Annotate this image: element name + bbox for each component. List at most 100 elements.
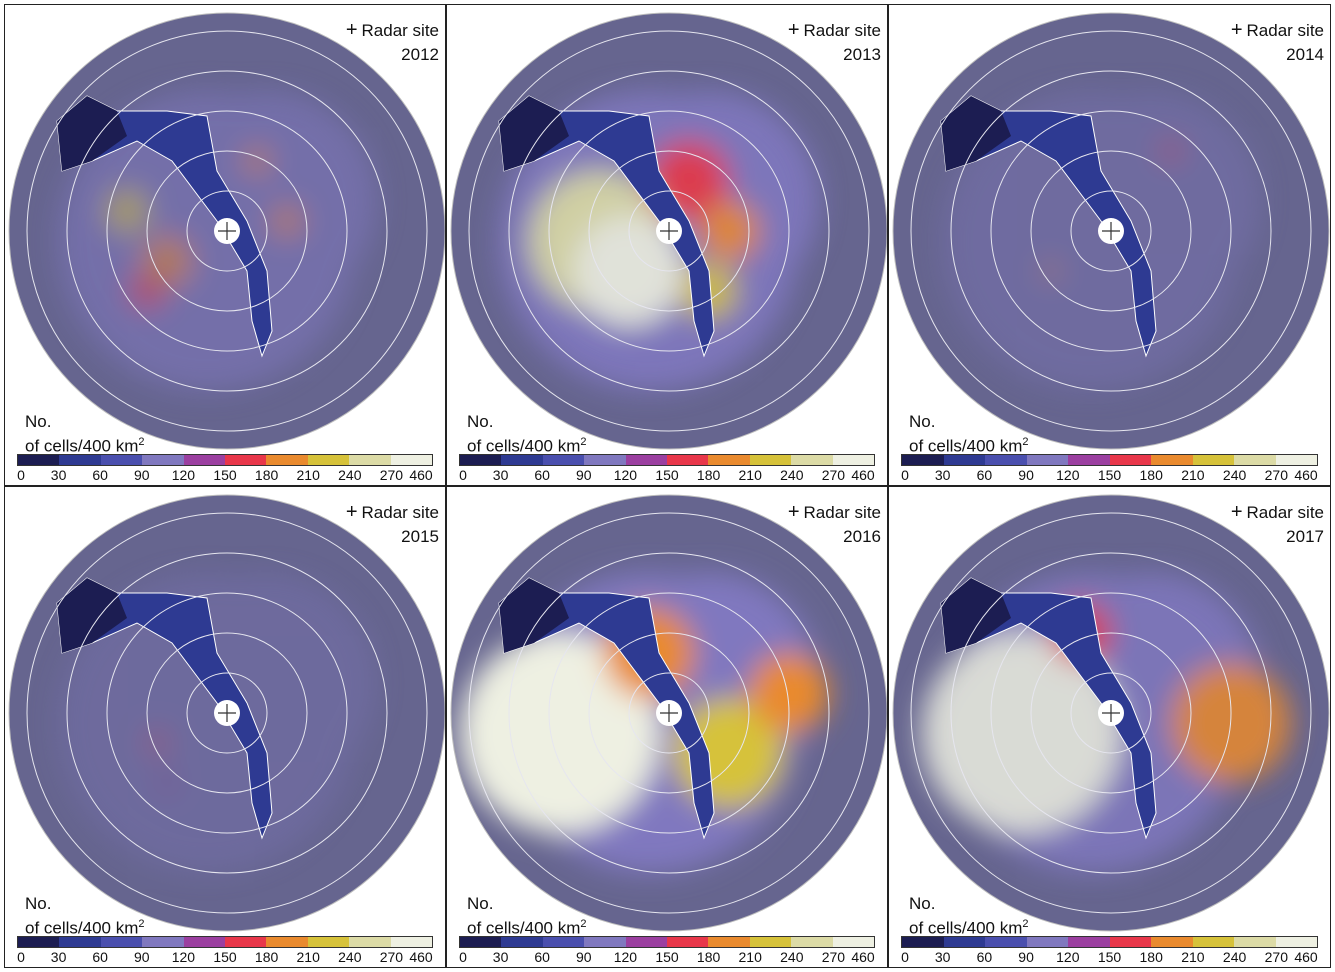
colorbar-bin — [749, 455, 792, 465]
range-ring — [548, 110, 790, 352]
colorbar-tick-label: 460 — [1294, 467, 1318, 483]
colorbar-unit-label: No. of cells/400 km2 — [909, 411, 1029, 457]
colorbar-bin — [667, 937, 709, 947]
colorbar-tick-label: 210 — [296, 949, 320, 965]
colorbar-bin — [266, 455, 308, 465]
density-hotspot — [1041, 261, 1061, 281]
radar-site-icon — [218, 222, 236, 240]
range-ring — [990, 110, 1232, 352]
radar-site-legend-label: Radar site — [803, 21, 881, 40]
panel-2016: + Radar site 2016 No. of cells/400 km2 0 30 60 9… — [446, 486, 888, 968]
radar-site-legend-label: Radar site — [361, 503, 439, 522]
colorbar-bin — [832, 937, 875, 947]
radar-site-legend-icon: + — [345, 501, 358, 523]
colorbar-tick-label: 0 — [459, 467, 467, 483]
colorbar — [17, 454, 433, 466]
colorbar-bin — [225, 455, 267, 465]
colorbar-bin — [902, 937, 944, 947]
colorbar-bin — [985, 937, 1027, 947]
radar-site-legend-icon: + — [787, 19, 800, 41]
river-basin-headwater — [499, 96, 569, 171]
density-hotspot — [459, 633, 659, 833]
colorbar-bin — [59, 937, 101, 947]
colorbar-bin — [307, 937, 350, 947]
range-ring — [508, 70, 830, 392]
density-hotspot — [141, 235, 193, 287]
radar-map-2017 — [892, 494, 1330, 932]
colorbar-tick-label: 90 — [576, 949, 592, 965]
colorbar-tick-label: 460 — [409, 949, 433, 965]
colorbar-bin — [1151, 455, 1193, 465]
colorbar — [459, 936, 875, 948]
colorbar-tick-label: 270 — [821, 467, 846, 483]
range-ring — [628, 672, 710, 754]
radar-site-icon — [218, 704, 236, 722]
colorbar-tick-label: 180 — [254, 467, 279, 483]
unit-line-1: No. — [909, 894, 936, 913]
radar-site-legend: + Radar site — [788, 501, 881, 524]
panel-2017: + Radar site 2017 No. of cells/400 km2 0 30 60 9… — [888, 486, 1331, 968]
colorbar-tick-label: 30 — [492, 949, 509, 965]
colorbar — [17, 936, 433, 948]
colorbar-tick-label: 270 — [821, 949, 846, 965]
range-ring-outer — [450, 12, 887, 450]
colorbar-tick-label: 180 — [696, 949, 721, 965]
colorbar-bin — [708, 455, 750, 465]
unit-line-2: of cells/400 km2 — [25, 918, 145, 938]
colorbar-ticks: 0 30 60 90 120 150 180 210 240 270 460 — [459, 949, 875, 967]
colorbar-bin — [584, 937, 626, 947]
density-hotspot — [699, 201, 759, 261]
range-ring — [468, 30, 870, 432]
colorbar-tick-label: 210 — [738, 949, 762, 965]
colorbar-bin — [390, 937, 433, 947]
panel-2012: + Radar site 2012 No. of cells/400 km2 0 30 60 9… — [4, 4, 446, 486]
density-hotspot — [921, 633, 1121, 833]
colorbar-bin — [142, 455, 184, 465]
density-hotspot — [243, 147, 271, 175]
colorbar-tick-label: 270 — [1264, 949, 1288, 965]
density-field — [893, 495, 1329, 931]
colorbar-bin — [59, 455, 101, 465]
colorbar-tick-label: 240 — [1222, 949, 1247, 965]
colorbar-bin — [1068, 455, 1110, 465]
colorbar-tick-label: 90 — [1018, 467, 1034, 483]
range-ring — [186, 672, 268, 754]
density-hotspot — [155, 771, 179, 795]
colorbar-tick-label: 30 — [492, 467, 509, 483]
panel-year-label: 2016 — [843, 527, 881, 546]
density-hotspot — [1159, 139, 1183, 163]
colorbar-tick-label: 180 — [1139, 467, 1163, 483]
range-ring-outer — [892, 494, 1330, 932]
colorbar-tick-label: 240 — [338, 467, 362, 483]
range-ring — [628, 190, 710, 272]
colorbar-tick-label: 90 — [134, 949, 150, 965]
colorbar-tick-label: 150 — [655, 949, 679, 965]
colorbar-tick-label: 150 — [213, 949, 237, 965]
colorbar-tick-label: 180 — [254, 949, 279, 965]
radar-map-2013 — [450, 12, 887, 450]
colorbar-tick-label: 270 — [379, 467, 404, 483]
panel-year-label: 2013 — [843, 45, 881, 64]
radar-site-icon — [660, 222, 678, 240]
colorbar-bin — [1234, 937, 1276, 947]
colorbar-bin — [349, 455, 391, 465]
colorbar — [901, 936, 1318, 948]
range-ring — [950, 552, 1272, 874]
colorbar-bin — [749, 937, 792, 947]
colorbar-tick-label: 270 — [1264, 467, 1288, 483]
colorbar-tick-label: 90 — [134, 467, 150, 483]
colorbar-tick-label: 60 — [976, 467, 993, 483]
colorbar-tick-label: 240 — [1222, 467, 1247, 483]
colorbar-tick-label: 180 — [696, 467, 721, 483]
radar-map-2012 — [8, 12, 445, 450]
colorbar-tick-label: 270 — [379, 949, 404, 965]
range-ring — [186, 190, 268, 272]
colorbar-tick-label: 240 — [338, 949, 362, 965]
colorbar-unit-label: No. of cells/400 km2 — [25, 893, 145, 939]
colorbar-tick-label: 180 — [1139, 949, 1163, 965]
panel-year-label: 2012 — [401, 45, 439, 64]
river-basin-headwater — [57, 578, 127, 653]
figure-grid: + Radar site 2012 No. of cells/400 km2 0 30 60 9… — [4, 4, 1331, 968]
density-hotspot — [129, 273, 165, 309]
colorbar-tick-label: 60 — [976, 949, 993, 965]
